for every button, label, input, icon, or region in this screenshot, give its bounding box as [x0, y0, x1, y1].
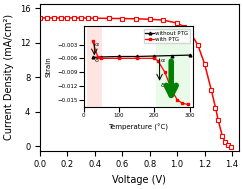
- Y-axis label: Current Density (mA/cm²): Current Density (mA/cm²): [4, 14, 14, 140]
- X-axis label: Voltage (V): Voltage (V): [113, 175, 166, 185]
- Text: PCE = 16.5%: PCE = 16.5%: [104, 26, 174, 36]
